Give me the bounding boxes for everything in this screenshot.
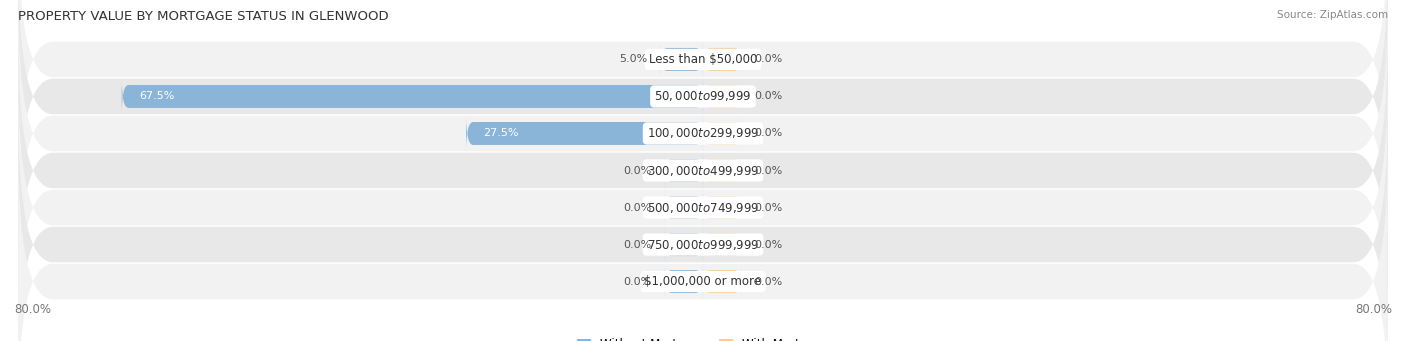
Text: $50,000 to $99,999: $50,000 to $99,999 (654, 89, 752, 103)
FancyBboxPatch shape (18, 77, 1388, 338)
FancyBboxPatch shape (703, 152, 742, 189)
Text: 0.0%: 0.0% (755, 55, 783, 64)
FancyBboxPatch shape (664, 152, 703, 189)
Text: PROPERTY VALUE BY MORTGAGE STATUS IN GLENWOOD: PROPERTY VALUE BY MORTGAGE STATUS IN GLE… (18, 10, 389, 23)
Text: 0.0%: 0.0% (755, 239, 783, 250)
Legend: Without Mortgage, With Mortgage: Without Mortgage, With Mortgage (576, 338, 830, 341)
Text: Less than $50,000: Less than $50,000 (648, 53, 758, 66)
FancyBboxPatch shape (18, 0, 1388, 227)
Text: 67.5%: 67.5% (139, 91, 174, 102)
Text: Source: ZipAtlas.com: Source: ZipAtlas.com (1277, 10, 1388, 20)
FancyBboxPatch shape (703, 41, 742, 77)
FancyBboxPatch shape (703, 78, 742, 115)
Text: 0.0%: 0.0% (623, 165, 651, 176)
FancyBboxPatch shape (18, 151, 1388, 341)
FancyBboxPatch shape (18, 40, 1388, 301)
FancyBboxPatch shape (659, 41, 703, 77)
FancyBboxPatch shape (467, 115, 703, 152)
FancyBboxPatch shape (664, 226, 703, 263)
FancyBboxPatch shape (18, 0, 1388, 190)
FancyBboxPatch shape (703, 189, 742, 226)
Text: $100,000 to $299,999: $100,000 to $299,999 (647, 127, 759, 140)
Text: 80.0%: 80.0% (1355, 303, 1392, 316)
Text: $1,000,000 or more: $1,000,000 or more (644, 275, 762, 288)
Text: 0.0%: 0.0% (755, 165, 783, 176)
Text: 0.0%: 0.0% (755, 203, 783, 212)
Text: 5.0%: 5.0% (619, 55, 647, 64)
Text: 0.0%: 0.0% (755, 91, 783, 102)
FancyBboxPatch shape (664, 189, 703, 226)
Text: 27.5%: 27.5% (484, 129, 519, 138)
Text: $750,000 to $999,999: $750,000 to $999,999 (647, 238, 759, 252)
FancyBboxPatch shape (122, 78, 703, 115)
Text: 80.0%: 80.0% (14, 303, 51, 316)
FancyBboxPatch shape (18, 3, 1388, 264)
FancyBboxPatch shape (703, 115, 742, 152)
Text: 0.0%: 0.0% (623, 277, 651, 286)
Text: $500,000 to $749,999: $500,000 to $749,999 (647, 201, 759, 214)
Text: 0.0%: 0.0% (755, 277, 783, 286)
Text: 0.0%: 0.0% (623, 239, 651, 250)
FancyBboxPatch shape (664, 264, 703, 300)
Text: 0.0%: 0.0% (623, 203, 651, 212)
Text: 0.0%: 0.0% (755, 129, 783, 138)
FancyBboxPatch shape (703, 226, 742, 263)
Text: $300,000 to $499,999: $300,000 to $499,999 (647, 163, 759, 178)
FancyBboxPatch shape (703, 264, 742, 300)
FancyBboxPatch shape (18, 114, 1388, 341)
